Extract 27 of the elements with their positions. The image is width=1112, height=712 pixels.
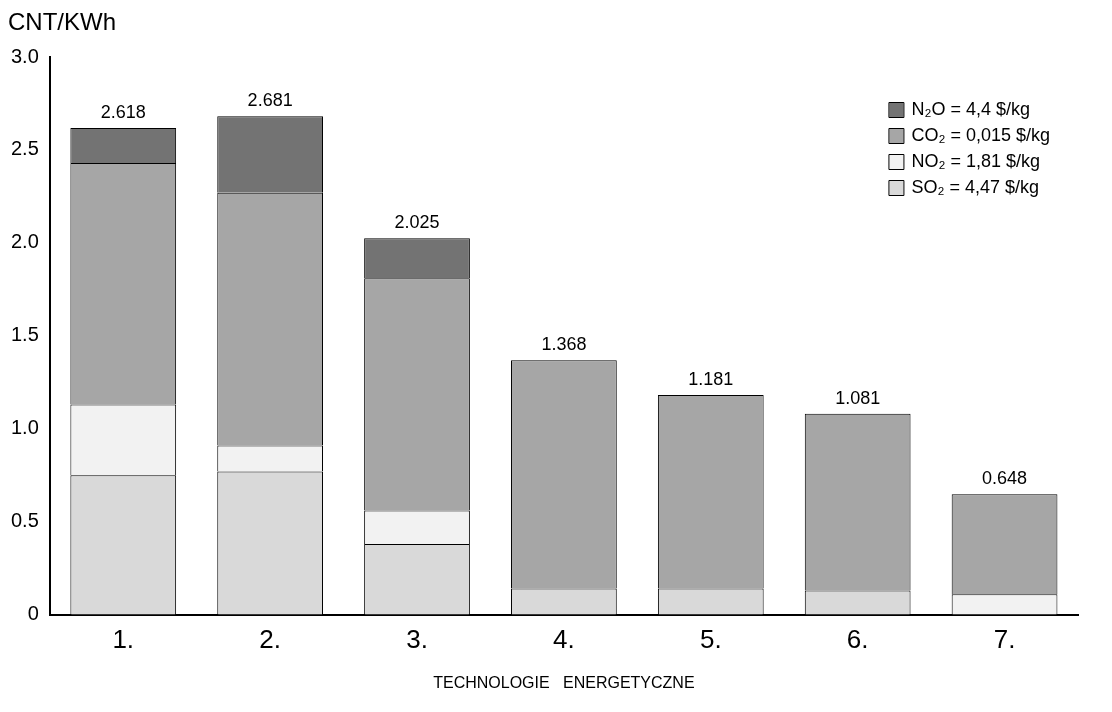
total-label: 2.618: [100, 101, 146, 122]
total-label: 2.681: [247, 90, 293, 111]
y-tick-label: 0: [27, 602, 39, 625]
total-label: 2.025: [394, 212, 440, 233]
x-tick-label: 3.: [406, 624, 428, 655]
y-tick-label: 1.5: [10, 323, 39, 346]
x-tick-label: 2.: [259, 624, 281, 655]
total-label: 1.181: [688, 369, 734, 390]
x-tick-label: 6.: [846, 624, 869, 655]
legend-label: NO₂ = 1,81 $/kg: [911, 150, 1040, 171]
y-tick-label: 2.5: [10, 137, 39, 160]
x-axis-title: TECHNOLOGIE ENERGETYCZNE: [433, 673, 695, 691]
x-tick-label: 1.: [112, 624, 135, 655]
y-tick-label: 0.5: [10, 509, 39, 532]
total-label: 0.648: [982, 468, 1028, 489]
y-tick-label: 2.0: [10, 230, 39, 253]
y-tick-label: 1.0: [10, 416, 39, 439]
x-tick-label: 4.: [553, 624, 575, 655]
legend-label: CO₂ = 0,015 $/kg: [911, 124, 1051, 145]
total-label: 1.368: [541, 334, 587, 355]
y-axis-title: CNT/KWh: [8, 8, 117, 37]
legend-label: SO₂ = 4,47 $/kg: [911, 176, 1040, 197]
x-tick-label: 5.: [699, 624, 722, 655]
x-tick-label: 7.: [993, 624, 1016, 655]
y-tick-label: 3.0: [10, 44, 39, 67]
legend-label: N₂O = 4,4 $/kg: [911, 98, 1030, 119]
total-label: 1.081: [835, 387, 881, 408]
